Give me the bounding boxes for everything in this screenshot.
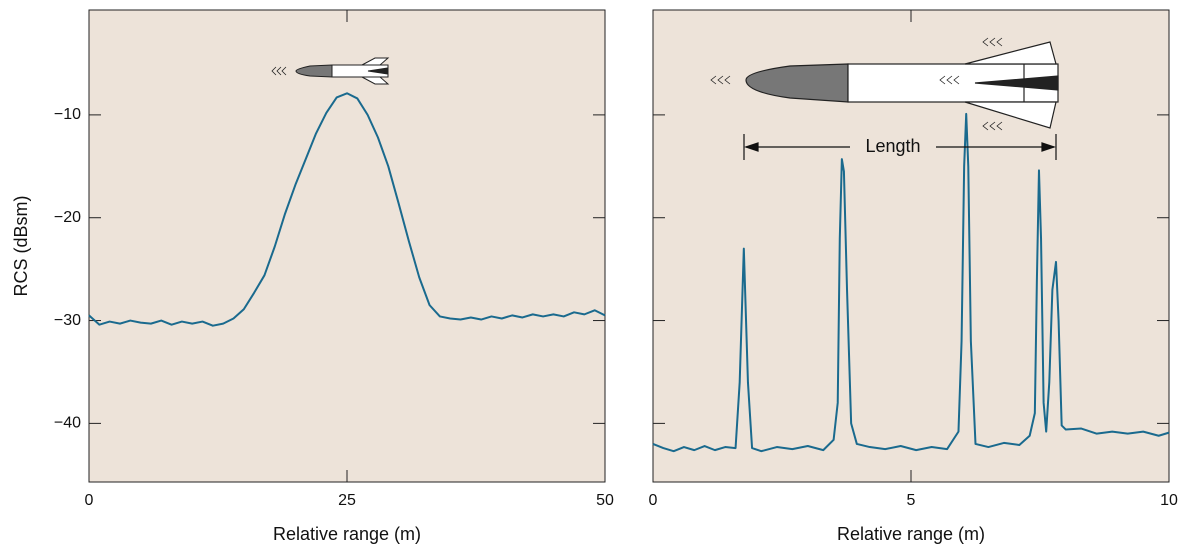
y-tick-label: −30 bbox=[54, 312, 81, 329]
y-tick-label: −40 bbox=[54, 415, 81, 432]
y-tick-label: −20 bbox=[54, 209, 81, 226]
x-tick-label: 0 bbox=[85, 492, 94, 509]
plot-area bbox=[88, 9, 606, 483]
annotation: Length bbox=[865, 136, 920, 156]
y-tick-label: −10 bbox=[54, 106, 81, 123]
x-tick-label: 10 bbox=[1160, 492, 1178, 509]
series-line bbox=[88, 92, 606, 327]
series-line bbox=[652, 112, 1170, 453]
y-axis-label: RCS (dBsm) bbox=[11, 195, 31, 296]
x-axis-label: Relative range (m) bbox=[837, 524, 985, 544]
length-arrow bbox=[743, 134, 1057, 160]
x-tick-label: 25 bbox=[338, 492, 356, 509]
x-tick-label: 0 bbox=[649, 492, 658, 509]
x-tick-label: 5 bbox=[907, 492, 916, 509]
missile-icon-small bbox=[271, 57, 390, 85]
x-axis-label: Relative range (m) bbox=[273, 524, 421, 544]
x-tick-label: 50 bbox=[596, 492, 614, 509]
missile-icon-large bbox=[710, 37, 1059, 131]
